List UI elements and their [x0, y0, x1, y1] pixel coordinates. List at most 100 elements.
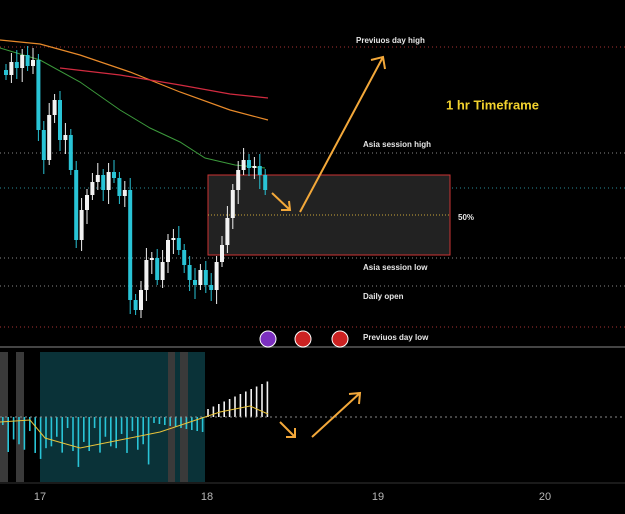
candle-body: [176, 238, 181, 250]
hist-bar: [104, 417, 107, 437]
hist-bar: [207, 409, 209, 417]
hist-bar: [29, 417, 31, 432]
candle-body: [144, 260, 149, 290]
candle-body: [14, 62, 19, 68]
candle-body: [36, 60, 41, 130]
candle-body: [25, 55, 30, 66]
level-label: Daily open: [363, 292, 404, 301]
hist-bar: [88, 417, 90, 452]
candle-body: [203, 270, 208, 285]
mid-label: 50%: [458, 213, 474, 222]
candle-body: [236, 170, 241, 190]
arrow-down: [279, 421, 296, 438]
candle-body: [58, 100, 62, 140]
hist-bar: [218, 404, 220, 417]
hist-bar: [266, 381, 269, 417]
candle-body: [85, 195, 89, 210]
candle-body: [257, 166, 262, 175]
candle-body: [247, 160, 251, 168]
candle-body: [241, 160, 246, 170]
hist-bar: [250, 389, 252, 417]
hist-bar: [255, 386, 258, 417]
candle-body: [74, 170, 79, 240]
candle-body: [101, 175, 106, 190]
hist-bar: [261, 384, 263, 417]
candle-body: [149, 258, 154, 260]
icon[interactable]: [294, 330, 312, 348]
session-shade: [180, 352, 188, 482]
hist-bar: [110, 417, 112, 447]
hist-bar: [158, 417, 161, 424]
session-shade: [0, 352, 8, 482]
x-tick-label: 20: [539, 491, 551, 503]
candle-body: [106, 172, 111, 190]
candle-body: [41, 130, 46, 160]
candle-body: [220, 245, 224, 262]
arrow-up: [299, 55, 386, 213]
level-label: Previuos day low: [363, 333, 429, 342]
hist-bar: [77, 417, 80, 467]
hist-bar: [72, 417, 74, 452]
icon[interactable]: [259, 330, 277, 348]
arrow-down: [271, 192, 292, 211]
candle-body: [230, 190, 235, 218]
hist-bar: [142, 417, 144, 445]
hist-bar: [126, 417, 128, 453]
candle-body: [182, 250, 187, 265]
hist-bar: [39, 417, 42, 459]
arrow-up: [311, 391, 362, 438]
hist-bar: [180, 417, 182, 428]
candle-body: [166, 240, 170, 262]
histogram: [2, 381, 269, 467]
hist-bar: [83, 417, 85, 442]
candle-body: [9, 62, 14, 75]
ma-line: [0, 39, 269, 121]
candles: [4, 46, 268, 318]
candle-body: [225, 218, 230, 245]
candle-body: [63, 135, 68, 140]
candle-body: [122, 190, 127, 196]
hist-bar: [239, 394, 242, 417]
candle-body: [171, 238, 176, 240]
hist-bar: [23, 417, 26, 450]
hist-bar: [169, 417, 171, 426]
x-tick-label: 17: [34, 491, 46, 503]
hist-bar: [174, 417, 177, 427]
hist-bar: [45, 417, 47, 449]
hist-bar: [137, 417, 139, 450]
candle-body: [20, 55, 25, 68]
candle-body: [198, 270, 203, 285]
hist-bar: [228, 399, 231, 417]
candle-body: [160, 262, 165, 280]
candle-body: [90, 182, 95, 195]
hist-bar: [61, 417, 63, 453]
hist-bar: [164, 417, 166, 425]
level-label: Asia session high: [363, 140, 431, 149]
x-tick-label: 18: [201, 491, 213, 503]
candle-body: [155, 258, 160, 280]
level-label: Asia session low: [363, 263, 428, 272]
hist-bar: [115, 417, 117, 449]
candle-body: [193, 280, 197, 285]
candle-body: [214, 262, 219, 290]
candle-body: [95, 175, 100, 182]
ma-line: [0, 47, 266, 169]
hist-bar: [196, 417, 198, 431]
hist-bar: [245, 391, 247, 417]
candle-body: [52, 100, 57, 115]
hist-bar: [93, 417, 96, 429]
candle-body: [68, 135, 73, 170]
candle-body: [133, 300, 138, 310]
hist-bar: [34, 417, 36, 453]
candle-body: [112, 172, 116, 178]
candle-body: [79, 210, 84, 240]
hist-bar: [50, 417, 53, 447]
candle-body: [31, 60, 35, 66]
candle-body: [4, 70, 8, 75]
candle-body: [209, 285, 214, 290]
hist-bar: [56, 417, 58, 437]
x-tick-label: 19: [372, 491, 384, 503]
hist-bar: [7, 417, 9, 452]
icon[interactable]: [331, 330, 349, 348]
